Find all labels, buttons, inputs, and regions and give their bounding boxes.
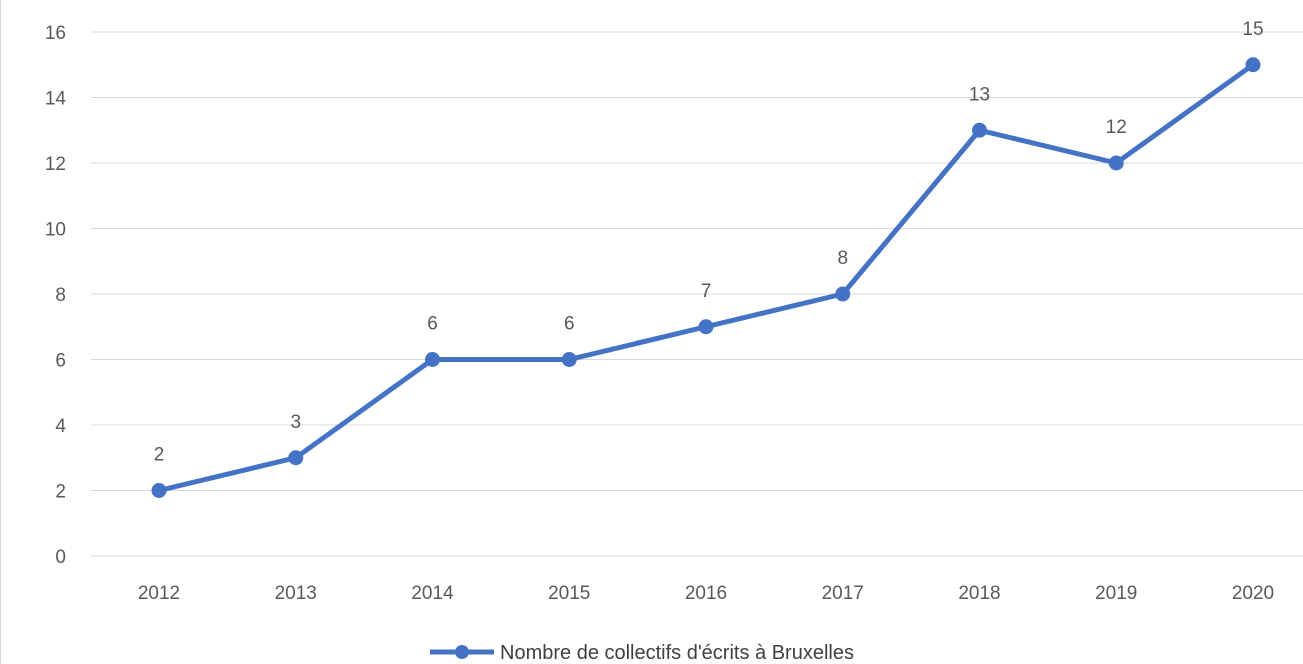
data-point (425, 352, 440, 367)
chart-border (0, 0, 1, 664)
x-tick-label: 2017 (822, 583, 864, 604)
data-label: 15 (1242, 19, 1263, 40)
x-tick-label: 2018 (958, 583, 1000, 604)
data-label: 8 (837, 248, 848, 269)
data-point (288, 450, 304, 466)
y-tick-label: 2 (55, 482, 66, 503)
x-tick-label: 2020 (1232, 583, 1274, 604)
data-point (1245, 57, 1261, 73)
y-tick-label: 16 (45, 23, 66, 44)
series-line-group (156, 62, 1256, 493)
data-point (151, 483, 167, 498)
x-tick-label: 2014 (411, 583, 454, 604)
data-label: 13 (969, 84, 990, 105)
y-tick-label: 6 (55, 351, 66, 372)
y-tick-label: 12 (45, 154, 66, 175)
x-tick-label: 2019 (1095, 583, 1137, 604)
data-label: 7 (701, 281, 712, 302)
data-labels: 2 3 6 6 7 8 13 12 15 (154, 19, 1264, 466)
legend-marker (455, 645, 469, 659)
y-tick-label: 8 (55, 285, 66, 306)
x-axis-ticks: 2012 2013 2014 2015 2016 2017 2018 2019 2020 (138, 583, 1274, 604)
data-label: 3 (290, 412, 301, 433)
legend-label: Nombre de collectifs d'écrits à Bruxelle… (500, 642, 854, 664)
data-label: 12 (1106, 117, 1127, 138)
y-tick-label: 10 (45, 220, 66, 241)
y-tick-label: 14 (45, 89, 67, 110)
data-label: 2 (154, 445, 165, 466)
gridlines (91, 31, 1303, 557)
data-point (972, 122, 987, 138)
data-label: 6 (427, 314, 438, 335)
y-tick-label: 0 (55, 547, 66, 568)
data-point (698, 319, 714, 335)
x-tick-label: 2016 (685, 583, 727, 604)
legend: Nombre de collectifs d'écrits à Bruxelle… (430, 642, 854, 664)
y-tick-label: 4 (55, 416, 66, 437)
x-tick-label: 2012 (138, 583, 180, 604)
data-point (1108, 155, 1124, 171)
data-point (835, 286, 851, 302)
x-tick-label: 2013 (275, 583, 317, 604)
series-points (151, 57, 1261, 498)
y-axis-ticks: 0 2 4 6 8 10 12 14 16 (45, 23, 67, 568)
data-point (561, 352, 577, 367)
series-line (156, 62, 1256, 493)
data-label: 6 (564, 314, 575, 335)
x-tick-label: 2015 (548, 583, 590, 604)
